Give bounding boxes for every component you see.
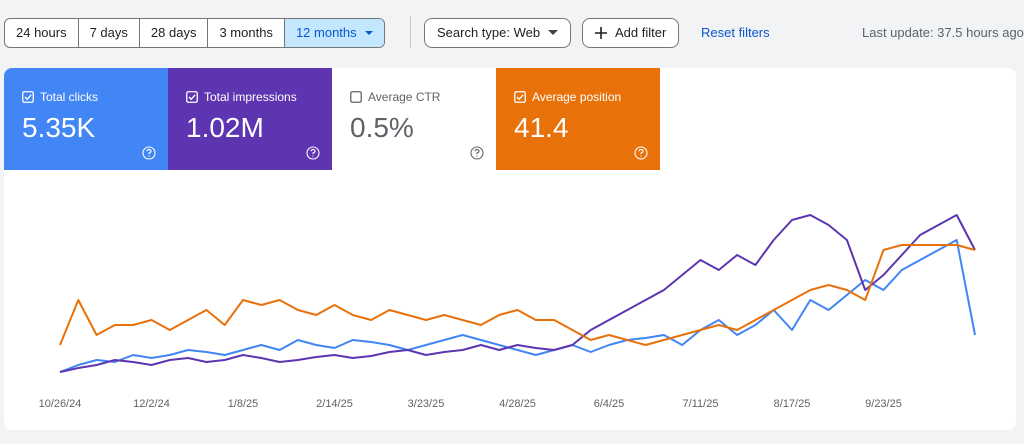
metric-value: 1.02M — [186, 112, 264, 143]
plus-icon — [595, 27, 607, 39]
metric-tile[interactable]: Average position 41.4 — [496, 68, 660, 170]
range-label: 12 months — [295, 25, 357, 40]
range-button[interactable]: 3 months — [208, 19, 285, 47]
metric-tile[interactable]: Average CTR 0.5% — [332, 68, 496, 170]
search-type-label: Search type: Web — [437, 25, 541, 40]
range-label: 24 hours — [16, 25, 67, 40]
last-update: Last update: 37.5 hours ago — [862, 25, 1024, 40]
metric-label: Total clicks — [40, 90, 99, 104]
help-icon[interactable] — [306, 146, 320, 160]
metric-tile[interactable]: Total clicks 5.35K — [4, 68, 168, 170]
metric-label-row: Total impressions — [186, 90, 332, 104]
range-button[interactable]: 7 days — [79, 19, 140, 47]
metric-label: Total impressions — [204, 90, 297, 104]
metric-label: Average position — [532, 90, 622, 104]
search-type-button[interactable]: Search type: Web — [424, 18, 572, 48]
metric-value: 41.4 — [514, 112, 569, 143]
range-label: 7 days — [89, 25, 128, 40]
metric-tile[interactable]: Total impressions 1.02M — [168, 68, 332, 170]
performance-card: Total clicks 5.35K Total impressions 1.02M A… — [4, 68, 1016, 430]
dropdown-caret — [548, 30, 559, 35]
checkbox[interactable] — [22, 91, 34, 103]
reset-filters-link[interactable]: Reset filters — [701, 25, 770, 40]
metric-label-row: Average CTR — [350, 90, 496, 104]
checkbox[interactable] — [514, 91, 526, 103]
metric-label-row: Average position — [514, 90, 660, 104]
range-label: 28 days — [150, 25, 197, 40]
metric-value: 5.35K — [22, 112, 96, 143]
range-button[interactable]: 12 months — [284, 19, 384, 47]
help-icon[interactable] — [142, 146, 156, 160]
checkbox[interactable] — [350, 91, 362, 103]
separator — [410, 16, 411, 48]
metric-label: Average CTR — [368, 90, 441, 104]
date-range-selector: 24 hours 7 days 28 days 3 months 12 months — [4, 18, 385, 48]
dropdown-caret — [364, 30, 373, 35]
add-filter-label: Add filter — [615, 25, 667, 40]
help-icon[interactable] — [470, 146, 484, 160]
help-icon[interactable] — [634, 146, 648, 160]
checkbox[interactable] — [186, 91, 198, 103]
range-button[interactable]: 28 days — [140, 19, 209, 47]
metric-label-row: Total clicks — [22, 90, 168, 104]
metric-value: 0.5% — [350, 112, 414, 143]
range-button[interactable]: 24 hours — [5, 19, 79, 47]
add-filter-button[interactable]: Add filter — [582, 18, 680, 48]
range-label: 3 months — [219, 25, 273, 40]
